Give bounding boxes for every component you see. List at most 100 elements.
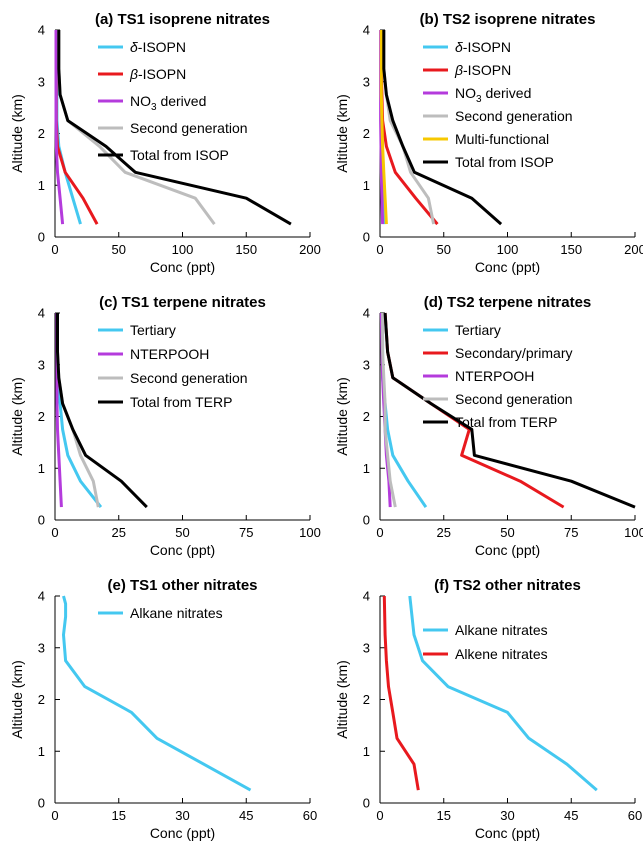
y-tick-label: 4	[38, 23, 45, 38]
legend-label-second-generation: Second generation	[455, 391, 573, 407]
y-tick-label: 3	[38, 640, 45, 655]
y-axis-label: Altitude (km)	[9, 660, 25, 739]
panel-a-ts1-isoprene-nitrates: (a) TS1 isoprene nitrates 0 50 100 150 200 0 1 2…	[9, 11, 321, 275]
x-tick-label: 0	[376, 242, 383, 257]
legend-label-secondary-primary: Secondary/primary	[455, 345, 573, 361]
x-tick-label: 15	[437, 808, 451, 823]
y-tick-label: 3	[363, 640, 370, 655]
x-axis-label: Conc (ppt)	[150, 825, 215, 841]
y-axis-label: Altitude (km)	[9, 94, 25, 173]
legend-label-no3-derived: NO3 derived	[455, 85, 531, 105]
y-tick-label: 3	[363, 74, 370, 89]
chart-title: (b) TS2 isoprene nitrates	[420, 11, 596, 28]
y-tick-label: 1	[38, 461, 45, 476]
legend-label-second-generation: Second generation	[455, 108, 573, 124]
y-tick-label: 1	[363, 461, 370, 476]
y-tick-label: 2	[363, 692, 370, 707]
y-tick-label: 2	[363, 126, 370, 141]
x-tick-label: 0	[51, 242, 58, 257]
legend: δ-ISOPN β-ISOPN NO3 derived Second generati…	[98, 39, 248, 163]
x-tick-label: 200	[624, 242, 643, 257]
legend-label-total-from-isop: Total from ISOP	[130, 147, 229, 163]
legend: Tertiary Secondary/primary NTERPOOH Second …	[423, 322, 573, 430]
series-line-total-from-isop	[57, 30, 292, 226]
y-tick-label: 3	[38, 74, 45, 89]
legend-label-isopn: δ-ISOPN	[455, 39, 511, 55]
chart-title: (a) TS1 isoprene nitrates	[95, 11, 270, 28]
legend-label-isopn: δ-ISOPN	[130, 39, 186, 55]
chart-title: (d) TS2 terpene nitrates	[424, 294, 592, 311]
x-tick-label: 50	[112, 242, 126, 257]
y-tick-label: 3	[363, 357, 370, 372]
legend: Alkane nitrates Alkene nitrates	[423, 622, 548, 662]
x-tick-label: 0	[51, 525, 58, 540]
legend-label-multi-functional: Multi-functional	[455, 131, 549, 147]
panel-b-ts2-isoprene-nitrates: (b) TS2 isoprene nitrates 0 50 100 150 200 0 1 2…	[334, 11, 643, 275]
x-tick-label: 45	[239, 808, 253, 823]
series-line-total-from-terp	[56, 313, 148, 509]
chart-title: (c) TS1 terpene nitrates	[99, 294, 266, 311]
x-tick-label: 200	[299, 242, 321, 257]
series-line-second-generation	[381, 313, 397, 508]
series-line-multi-functional	[379, 30, 388, 225]
y-axis-label: Altitude (km)	[9, 377, 25, 456]
x-tick-label: 15	[112, 808, 126, 823]
legend-label-nterpooh: NTERPOOH	[130, 346, 209, 362]
x-axis-label: Conc (ppt)	[150, 259, 215, 275]
x-tick-label: 100	[172, 242, 194, 257]
x-tick-label: 25	[112, 525, 126, 540]
y-tick-label: 4	[363, 589, 370, 604]
legend-label-isopn: β-ISOPN	[129, 66, 186, 82]
chart-title: (e) TS1 other nitrates	[107, 577, 257, 594]
y-tick-label: 1	[363, 744, 370, 759]
x-tick-label: 0	[376, 808, 383, 823]
legend-label-isopn: β-ISOPN	[454, 62, 511, 78]
panel-f-ts2-other-nitrates: (f) TS2 other nitrates 0 15 30 45 60 0 1 2 3 4 Conc…	[334, 577, 642, 841]
legend: δ-ISOPN β-ISOPN NO3 derived Second generati…	[423, 39, 573, 170]
legend-label-total-from-terp: Total from TERP	[455, 414, 557, 430]
x-tick-label: 50	[437, 242, 451, 257]
y-tick-label: 1	[38, 178, 45, 193]
x-tick-label: 50	[500, 525, 514, 540]
legend: Tertiary NTERPOOH Second generation Total f…	[98, 322, 248, 410]
x-tick-label: 30	[500, 808, 514, 823]
series-line-total-from-isop	[382, 30, 503, 226]
x-axis-label: Conc (ppt)	[475, 542, 540, 558]
legend-label-alkene-nitrates: Alkene nitrates	[455, 646, 548, 662]
y-tick-label: 1	[363, 178, 370, 193]
legend-label-tertiary: Tertiary	[455, 322, 501, 338]
y-tick-label: 2	[363, 409, 370, 424]
y-axis-label: Altitude (km)	[334, 94, 350, 173]
y-tick-label: 4	[38, 589, 45, 604]
legend-label-second-generation: Second generation	[130, 120, 248, 136]
y-tick-label: 0	[38, 796, 45, 811]
x-tick-label: 60	[628, 808, 642, 823]
x-axis-label: Conc (ppt)	[475, 259, 540, 275]
series-line-isopn	[379, 30, 439, 226]
x-axis-label: Conc (ppt)	[475, 825, 540, 841]
y-tick-label: 4	[38, 306, 45, 321]
legend-label-alkane-nitrates: Alkane nitrates	[455, 622, 548, 638]
y-axis-label: Altitude (km)	[334, 377, 350, 456]
x-tick-label: 75	[564, 525, 578, 540]
x-tick-label: 30	[175, 808, 189, 823]
y-tick-label: 3	[38, 357, 45, 372]
x-tick-label: 100	[299, 525, 321, 540]
x-tick-label: 150	[560, 242, 582, 257]
y-tick-label: 0	[363, 796, 370, 811]
x-tick-label: 75	[239, 525, 253, 540]
legend-label-total-from-isop: Total from ISOP	[455, 154, 554, 170]
series-line-alkane-nitrates	[62, 595, 252, 792]
x-tick-label: 50	[175, 525, 189, 540]
y-tick-label: 0	[38, 513, 45, 528]
x-tick-label: 0	[376, 525, 383, 540]
legend-label-second-generation: Second generation	[130, 370, 248, 386]
panel-d-ts2-terpene-nitrates: (d) TS2 terpene nitrates 0 25 50 75 100 0 1 2 3 4 C…	[334, 294, 643, 558]
y-tick-label: 2	[38, 409, 45, 424]
series-line-total-from-terp	[383, 312, 636, 509]
y-tick-label: 4	[363, 306, 370, 321]
y-tick-label: 0	[38, 230, 45, 245]
chart-title: (f) TS2 other nitrates	[434, 577, 581, 594]
x-tick-label: 100	[624, 525, 643, 540]
